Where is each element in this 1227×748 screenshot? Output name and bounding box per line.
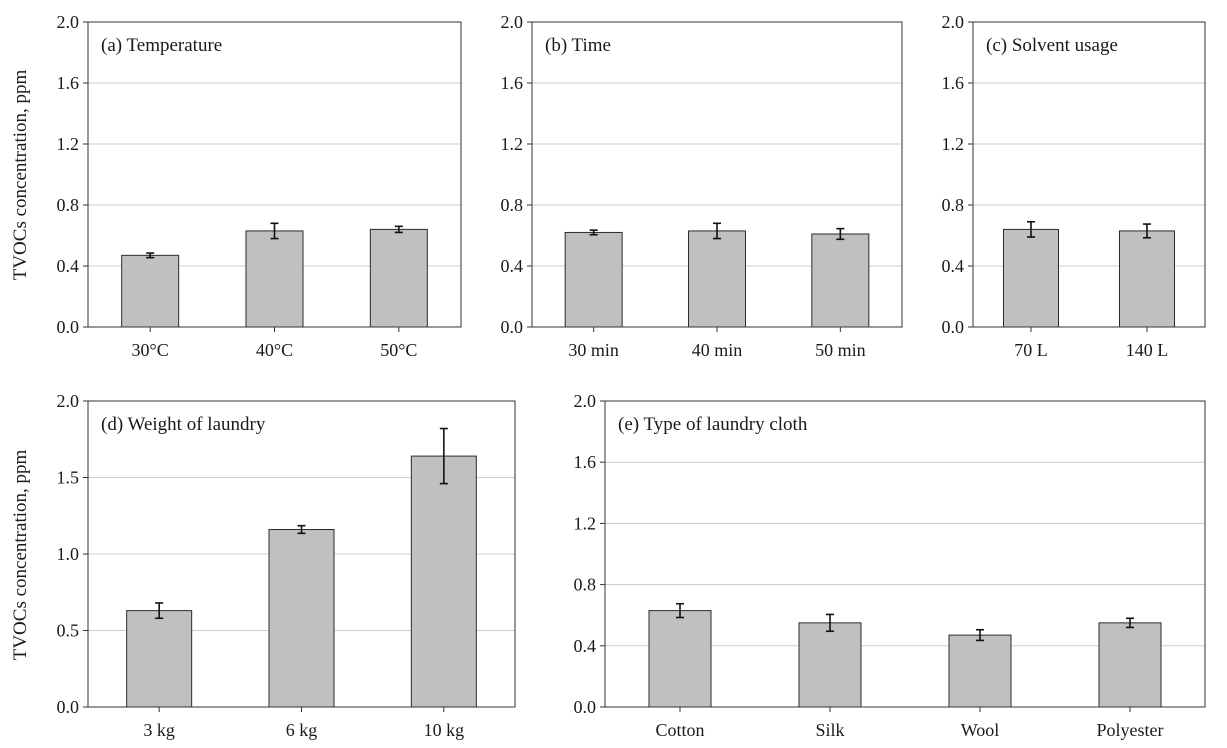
y-tick-label: 1.6	[57, 73, 80, 93]
y-tick-label: 0.0	[574, 697, 597, 717]
y-tick-label: 2.0	[57, 12, 80, 32]
plot-frame	[972, 21, 1206, 328]
bar-e-0	[648, 610, 712, 708]
bar-e-1	[798, 622, 862, 708]
panel-a-temperature: 0.0 0.4 0.8 1.2 1.6 2.0 30°C 40°C 50°C (a) Temper…	[57, 12, 462, 360]
plot-frame	[87, 21, 462, 328]
x-tick-label: 70 L	[1014, 340, 1048, 360]
y-tick-label: 0.0	[942, 317, 965, 337]
y-tick-label: 0.4	[57, 256, 80, 276]
y-tick-label: 0.0	[57, 697, 80, 717]
x-tick-label: Silk	[815, 720, 844, 740]
y-tick-label: 1.2	[942, 134, 965, 154]
y-tick-label: 0.8	[57, 195, 80, 215]
y-tick-label: 1.6	[942, 73, 965, 93]
panel-d-weight-of-laundry: 0.0 0.5 1.0 1.5 2.0 3 kg 6 kg 10 kg (d) Weight o…	[57, 391, 516, 740]
y-tick-label: 1.0	[57, 544, 80, 564]
bar-e-2	[948, 634, 1012, 708]
y-tick-label: 0.4	[942, 256, 965, 276]
bar-a-1	[245, 230, 304, 328]
bar-a-0	[121, 254, 180, 328]
x-tick-label: 40°C	[256, 340, 293, 360]
panel-title: (c) Solvent usage	[986, 35, 1118, 56]
y-axis-label-top: TVOCs concentration, ppm	[10, 70, 31, 281]
x-tick-label: 140 L	[1126, 340, 1169, 360]
error-bar	[297, 524, 306, 535]
error-bar	[1126, 617, 1134, 629]
error-bar	[439, 427, 448, 485]
x-tick-label: 6 kg	[286, 720, 318, 740]
y-tick-label: 1.2	[501, 134, 524, 154]
error-bar	[1143, 223, 1151, 239]
x-tick-label: 40 min	[692, 340, 743, 360]
plot-frame	[531, 21, 903, 328]
y-tick-label: 1.6	[574, 452, 597, 472]
x-tick-label: 3 kg	[143, 720, 175, 740]
y-tick-label: 0.8	[574, 575, 597, 595]
bar-d-0	[126, 610, 193, 708]
y-tick-label: 2.0	[501, 12, 524, 32]
error-bar	[976, 628, 984, 642]
x-tick-label: Wool	[961, 720, 1000, 740]
error-bar	[1027, 220, 1035, 238]
y-tick-label: 1.2	[57, 134, 80, 154]
x-tick-label: 50°C	[380, 340, 417, 360]
y-tick-label: 1.5	[57, 468, 80, 488]
y-axis-label-bottom: TVOCs concentration, ppm	[10, 450, 31, 661]
x-tick-label: Cotton	[655, 720, 704, 740]
bar-b-0	[564, 231, 623, 328]
bar-e-3	[1098, 622, 1162, 708]
error-bar	[155, 602, 164, 620]
y-tick-label: 0.0	[57, 317, 80, 337]
bar-a-2	[369, 228, 428, 328]
bar-b-2	[811, 233, 870, 328]
y-tick-label: 1.2	[574, 513, 597, 533]
y-tick-label: 0.4	[501, 256, 524, 276]
bar-c-0	[1003, 228, 1059, 328]
panel-b-time: 0.0 0.4 0.8 1.2 1.6 2.0 30 min 40 min 50 min (b) …	[501, 12, 903, 360]
y-tick-label: 2.0	[57, 391, 80, 411]
panel-e-type-of-laundry-cloth: 0.0 0.4 0.8 1.2 1.6 2.0 Cotton Silk Wool Polyeste…	[574, 391, 1206, 740]
bar-d-2	[410, 455, 477, 708]
bar-c-1	[1119, 230, 1175, 328]
panel-title: (b) Time	[545, 35, 611, 56]
x-tick-label: 50 min	[815, 340, 866, 360]
y-tick-label: 0.4	[574, 636, 597, 656]
plot-frame	[87, 400, 516, 708]
x-tick-label: 10 kg	[424, 720, 465, 740]
y-tick-label: 0.8	[501, 195, 524, 215]
bar-d-1	[268, 529, 335, 708]
error-bar	[676, 602, 684, 619]
panel-c-solvent-usage: 0.0 0.4 0.8 1.2 1.6 2.0 70 L 140 L (c) Solvent u…	[942, 12, 1206, 360]
plot-frame	[604, 400, 1206, 708]
error-bar	[589, 229, 598, 236]
error-bar	[146, 252, 155, 259]
panel-title: (a) Temperature	[101, 35, 222, 56]
panel-title: (e) Type of laundry cloth	[618, 414, 808, 435]
error-bar	[826, 613, 834, 633]
y-tick-label: 0.8	[942, 195, 965, 215]
y-tick-label: 1.6	[501, 73, 524, 93]
x-tick-label: Polyester	[1097, 720, 1164, 740]
x-tick-label: 30°C	[132, 340, 169, 360]
y-tick-label: 2.0	[574, 391, 597, 411]
y-tick-label: 0.0	[501, 317, 524, 337]
error-bar	[713, 222, 721, 240]
panel-title: (d) Weight of laundry	[101, 414, 266, 435]
error-bar	[836, 227, 845, 241]
error-bar	[270, 222, 279, 240]
bar-b-1	[688, 230, 746, 328]
y-tick-label: 2.0	[942, 12, 965, 32]
x-tick-label: 30 min	[568, 340, 619, 360]
error-bar	[394, 225, 403, 234]
y-tick-label: 0.5	[57, 621, 80, 641]
